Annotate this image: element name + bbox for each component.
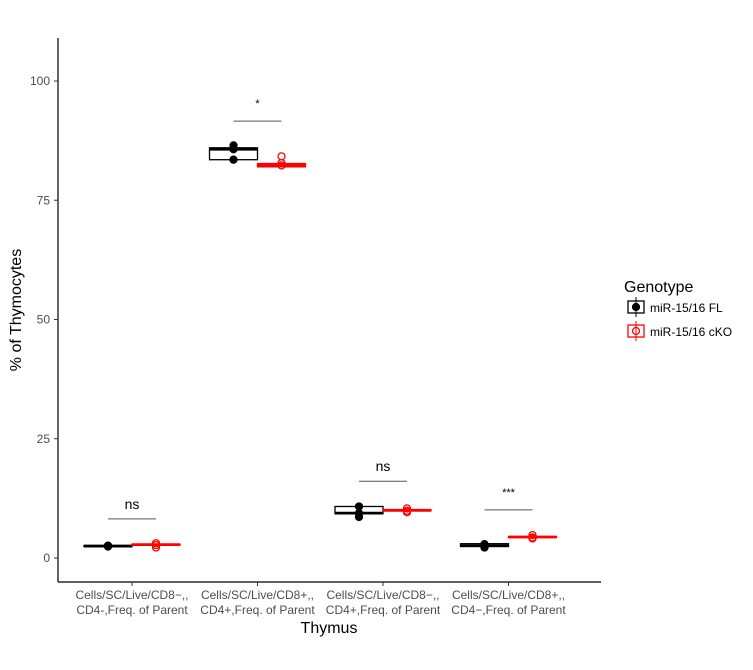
data-point [402, 504, 412, 513]
x-tick-label: CD4−,Freq. of Parent [451, 603, 566, 617]
x-tick-label: CD4-,Freq. of Parent [76, 603, 188, 617]
y-tick-label: 25 [37, 432, 51, 446]
data-point [229, 155, 238, 164]
data-point [151, 543, 161, 552]
data-point [354, 502, 364, 511]
data-point [277, 161, 286, 170]
data-point [528, 534, 537, 543]
x-tick-label: Cells/SC/Live/CD8−,, [326, 588, 439, 602]
x-tick-label: CD4+,Freq. of Parent [200, 603, 315, 617]
data-point [277, 152, 286, 161]
legend-marker [631, 326, 641, 336]
x-tick-label: Cells/SC/Live/CD8+,, [452, 588, 565, 602]
y-tick-label: 100 [30, 74, 50, 88]
y-axis-title: % of Thymocytes [8, 249, 25, 371]
significance-label: ns [125, 496, 140, 512]
significance-label: *** [502, 487, 516, 499]
x-tick-label: CD4+,Freq. of Parent [326, 603, 441, 617]
x-axis-title: Thymus [301, 620, 358, 637]
significance-label: ns [376, 458, 391, 474]
data-point [480, 543, 489, 552]
legend: Genotype miR-15/16 FL miR-15/16 cKO [624, 279, 732, 341]
legend-label: miR-15/16 FL [650, 301, 723, 315]
data-point [103, 541, 113, 550]
y-tick-label: 75 [37, 193, 51, 207]
legend-label: miR-15/16 cKO [650, 325, 732, 339]
data-point [354, 512, 364, 522]
legend-title: Genotype [624, 279, 693, 296]
significance-label: * [255, 98, 260, 110]
data-point [151, 540, 161, 550]
y-tick-label: 50 [37, 313, 51, 327]
y-tick-label: 0 [43, 551, 50, 565]
data-point [277, 158, 286, 168]
data-point [402, 508, 412, 517]
x-tick-label: Cells/SC/Live/CD8+,, [201, 588, 314, 602]
legend-marker [631, 302, 641, 312]
x-tick-label: Cells/SC/Live/CD8−,, [75, 588, 188, 602]
data-point [229, 145, 238, 154]
data-point [528, 530, 537, 540]
